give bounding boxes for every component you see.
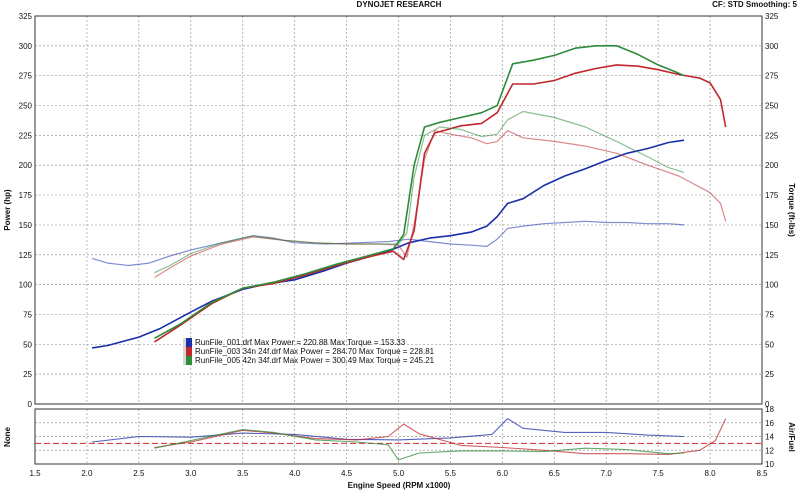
x-tick-label: 2.0 — [81, 469, 93, 478]
afr-right-label: Air/Fuel — [787, 422, 796, 452]
y-tick-label-left: 150 — [19, 221, 33, 230]
y-tick-label-right: 175 — [765, 191, 779, 200]
x-tick-label: 1.5 — [29, 469, 41, 478]
legend-swatch-blue — [186, 338, 192, 347]
afr-series-line — [92, 418, 685, 443]
chart-title: DYNOJET RESEARCH — [357, 0, 442, 9]
legend-swatch-green — [186, 356, 192, 365]
chart-status: CF: STD Smoothing: 5 — [712, 0, 797, 9]
main-series-layer — [91, 44, 727, 349]
y-tick-label-right: 325 — [765, 12, 779, 21]
y-tick-label-left: 300 — [19, 42, 33, 51]
y-tick-label-right: 75 — [765, 310, 774, 319]
y-axis-label-power: Power (hp) — [3, 189, 12, 231]
series-power-line — [154, 44, 685, 340]
x-axis-label: Engine Speed (RPM x1000) — [348, 481, 451, 490]
y-tick-label-left: 275 — [19, 72, 33, 81]
legend-entry-1: RunFile_001.drf Max Power = 220.88 Max T… — [195, 338, 406, 347]
afr-tick-label: 16 — [765, 419, 774, 428]
x-tick-label: 2.5 — [133, 469, 145, 478]
legend-swatch-red — [186, 347, 192, 356]
x-tick-label: 4.5 — [341, 469, 353, 478]
y-tick-label-right: 250 — [765, 102, 779, 111]
x-tick-label: 6.5 — [549, 469, 561, 478]
x-tick-label: 4.0 — [289, 469, 301, 478]
series-power-line — [91, 139, 685, 349]
y-tick-label-left: 100 — [19, 281, 33, 290]
y-tick-label-right: 275 — [765, 72, 779, 81]
y-tick-label-left: 0 — [28, 400, 33, 409]
y-tick-label-right: 125 — [765, 251, 779, 260]
y-tick-label-left: 250 — [19, 102, 33, 111]
series-power-line — [153, 64, 727, 343]
y-tick-label-left: 225 — [19, 131, 33, 140]
x-tick-label: 5.0 — [393, 469, 405, 478]
afr-tick-label: 12 — [765, 446, 774, 455]
x-tick-label: 7.0 — [601, 469, 613, 478]
afr-left-label: None — [3, 426, 12, 447]
x-tick-label: 3.5 — [237, 469, 249, 478]
y-axis-label-torque: Torque (ft-lbs) — [787, 183, 796, 237]
main-y-ticks-left: 0 25 50 75 100 125 150 175 200 225 250 275 300 325 — [19, 12, 33, 409]
main-y-ticks-right: 0 25 50 75 100 125 150 175 200 225 250 275 300 325 — [765, 12, 779, 409]
legend-entry-2: RunFile_003 34n 24f.drf Max Power = 284.… — [195, 347, 435, 356]
main-grid — [35, 16, 762, 404]
y-tick-label-right: 100 — [765, 281, 779, 290]
legend: RunFile_001.drf Max Power = 220.88 Max T… — [183, 338, 435, 365]
afr-y-ticks-right: 10 12 14 16 18 — [765, 405, 774, 469]
afr-series-layer — [92, 418, 727, 461]
y-tick-label-left: 125 — [19, 251, 33, 260]
y-tick-label-right: 200 — [765, 161, 779, 170]
y-tick-label-right: 0 — [765, 400, 770, 409]
afr-tick-label: 14 — [765, 433, 774, 442]
x-tick-label: 8.5 — [756, 469, 768, 478]
afr-grid — [35, 409, 762, 464]
y-tick-label-left: 25 — [23, 370, 32, 379]
afr-tick-label: 18 — [765, 405, 774, 414]
y-tick-label-left: 75 — [23, 310, 32, 319]
legend-entry-3: RunFile_005 42n 34f.drf Max Power = 300.… — [195, 356, 435, 365]
y-tick-label-right: 150 — [765, 221, 779, 230]
x-tick-label: 7.5 — [653, 469, 665, 478]
y-tick-label-right: 25 — [765, 370, 774, 379]
x-tick-label: 8.0 — [705, 469, 717, 478]
y-tick-label-left: 200 — [19, 161, 33, 170]
x-tick-label: 3.0 — [185, 469, 197, 478]
series-torque-line — [154, 110, 685, 274]
y-tick-label-right: 225 — [765, 131, 779, 140]
series-torque-line — [91, 220, 685, 267]
afr-tick-label: 10 — [765, 460, 774, 469]
y-tick-label-left: 50 — [23, 340, 32, 349]
x-ticks: 1.5 2.0 2.5 3.0 3.5 4.0 4.5 5.0 5.5 6.0 6.5 7.0 7.5 8… — [29, 469, 768, 478]
x-tick-label: 6.0 — [497, 469, 509, 478]
y-tick-label-left: 175 — [19, 191, 33, 200]
y-tick-label-right: 300 — [765, 42, 779, 51]
afr-plot-frame — [34, 408, 763, 465]
y-tick-label-right: 50 — [765, 340, 774, 349]
x-tick-label: 5.5 — [445, 469, 457, 478]
afr-series-line — [154, 429, 685, 461]
main-plot-frame — [34, 15, 763, 405]
legend-swatch-edge — [183, 338, 186, 365]
y-tick-label-left: 325 — [19, 12, 33, 21]
